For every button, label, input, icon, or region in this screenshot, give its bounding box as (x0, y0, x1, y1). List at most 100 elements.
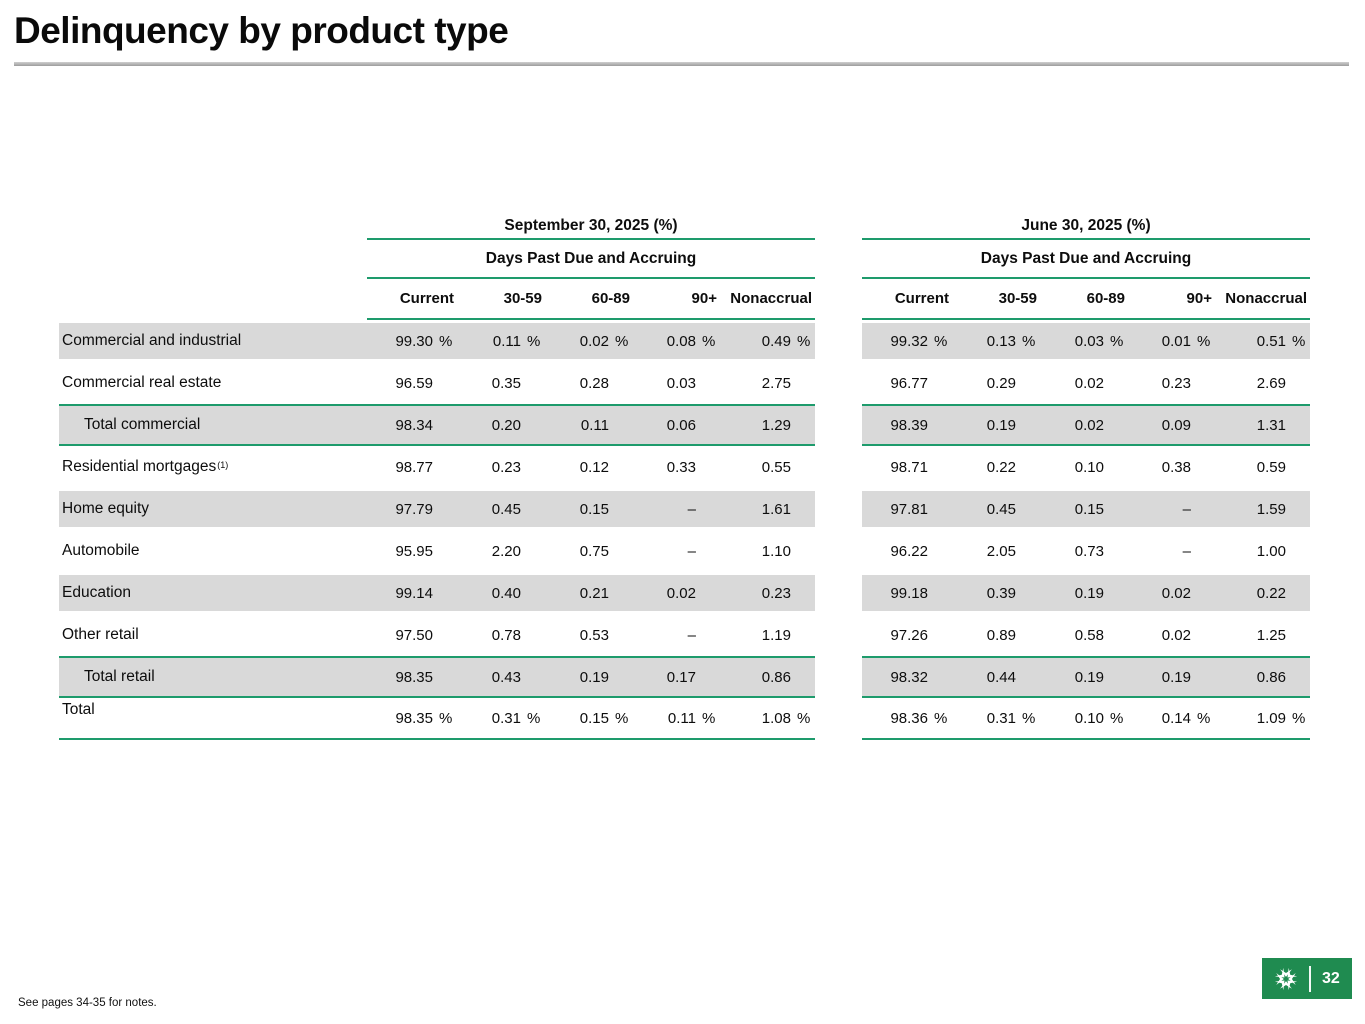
value-cell: 98.32 (862, 658, 952, 696)
percent-sign: % (1197, 332, 1211, 350)
header-rule (862, 318, 1310, 320)
value-cell: 0.01% (1128, 323, 1215, 359)
value-cell: 0.51% (1215, 323, 1310, 359)
cell-value: 0.19 (1074, 668, 1104, 686)
cell-value: 0.11 (667, 709, 696, 727)
value-cell: 0.19 (545, 658, 633, 696)
cell-value: 0.45 (986, 500, 1016, 518)
value-cell: 0.14% (1128, 698, 1215, 738)
percent-sign: % (527, 709, 541, 727)
row-label-text: Other retail (62, 626, 139, 643)
cell-value: 1.00 (1256, 542, 1286, 560)
cell-value: 0.40 (491, 584, 521, 602)
cell-value: 0.03 (666, 374, 696, 392)
value-cell: 0.02 (1128, 617, 1215, 653)
cell-value: 0.29 (986, 374, 1016, 392)
row-label: Total commercial (59, 406, 367, 444)
cell-value: 2.20 (491, 542, 521, 560)
percent-sign: % (797, 332, 811, 350)
row-left-section: Commercial real estate 96.59 0.35 0.28 0.03 2… (59, 362, 815, 404)
table-gap (815, 698, 862, 740)
table-gap (815, 446, 862, 488)
cell-value: 0.31 (491, 709, 521, 727)
cell-value: 1.61 (761, 500, 791, 518)
citizens-pinwheel-logo-icon (1274, 967, 1298, 990)
cell-value: 0.45 (491, 500, 521, 518)
cell-value: 98.71 (890, 458, 928, 476)
row-label: Education (59, 575, 367, 611)
cell-value: – (687, 626, 696, 644)
row-label-text: Automobile (62, 542, 140, 559)
value-cell: 0.86 (1215, 658, 1310, 696)
value-cell: 0.11 (545, 406, 633, 444)
cell-value: 96.59 (395, 374, 433, 392)
cell-value: 2.75 (761, 374, 791, 392)
cell-value: 0.58 (1074, 626, 1104, 644)
row-left-section: Commercial and industrial 99.30% 0.11% 0.02… (59, 320, 815, 362)
value-cell: 96.22 (862, 533, 952, 569)
row-left-section: Residential mortgages (1) 98.77 0.23 0.12 0.3… (59, 446, 815, 488)
value-cell: 1.29 (720, 406, 815, 444)
cell-value: 0.43 (491, 668, 521, 686)
column-header-row: Current 30-59 60-89 90+ Nonaccrual (862, 279, 1310, 318)
value-cell: 0.10% (1040, 698, 1128, 738)
footnote-marker: (1) (217, 459, 229, 470)
value-cell: 0.86 (720, 658, 815, 696)
value-cell: 98.35 (367, 658, 457, 696)
cell-value: 98.35 (395, 668, 433, 686)
cell-value: 0.15 (1074, 500, 1104, 518)
cell-value: 1.25 (1256, 626, 1286, 644)
cell-value: 0.12 (579, 458, 609, 476)
value-cell: 0.17 (633, 658, 720, 696)
value-cell: 2.75 (720, 365, 815, 401)
value-cell: 1.00 (1215, 533, 1310, 569)
row-left-section: Other retail 97.50 0.78 0.53 – 1.19 (59, 614, 815, 656)
value-cell: 0.38 (1128, 449, 1215, 485)
cell-value: 0.44 (986, 668, 1016, 686)
cell-value: 0.06 (666, 416, 696, 434)
cell-value: 0.55 (761, 458, 791, 476)
value-cell: 0.33 (633, 449, 720, 485)
row-label-text: Total commercial (84, 416, 201, 433)
value-cell: 0.29 (952, 365, 1040, 401)
cell-value: 1.59 (1256, 500, 1286, 518)
percent-sign: % (615, 709, 629, 727)
value-cell: 0.06 (633, 406, 720, 444)
table-gap (815, 530, 862, 572)
cell-value: 0.86 (761, 668, 791, 686)
column-header-90plus: 90+ (1186, 290, 1212, 307)
cell-value: 1.08 (761, 709, 791, 727)
row-label: Other retail (59, 617, 367, 653)
cell-value: 0.02 (1161, 584, 1191, 602)
column-header-current: Current (399, 290, 454, 307)
value-cell: 0.11% (457, 323, 545, 359)
row-left-section: Education 99.14 0.40 0.21 0.02 0.23 (59, 572, 815, 614)
table-gap (815, 572, 862, 614)
value-cell: 99.14 (367, 575, 457, 611)
row-label-text: Commercial real estate (62, 374, 222, 391)
percent-sign: % (1022, 332, 1036, 350)
value-cell: 0.23 (720, 575, 815, 611)
table-row: Other retail 97.50 0.78 0.53 – 1.19 97.26 0.89 0… (59, 614, 1310, 656)
cell-value: 98.34 (395, 416, 433, 434)
value-cell: 97.79 (367, 491, 457, 527)
value-cell: 0.20 (457, 406, 545, 444)
value-cell: 1.09% (1215, 698, 1310, 738)
value-cell: 1.61 (720, 491, 815, 527)
cell-value: 0.20 (491, 416, 521, 434)
table-header-june: June 30, 2025 (%) Days Past Due and Accr… (862, 214, 1310, 320)
value-cell: 0.23 (457, 449, 545, 485)
value-cell: 98.34 (367, 406, 457, 444)
table-gap (815, 320, 862, 362)
cell-value: 1.19 (761, 626, 791, 644)
cell-value: 0.19 (1161, 668, 1191, 686)
percent-sign: % (797, 709, 811, 727)
percent-sign: % (527, 332, 541, 350)
value-cell: 95.95 (367, 533, 457, 569)
value-cell: 0.59 (1215, 449, 1310, 485)
row-right-section: 99.32% 0.13% 0.03% 0.01% 0.51% (862, 320, 1310, 362)
value-cell: 0.09 (1128, 406, 1215, 444)
value-cell: 0.22 (1215, 575, 1310, 611)
cell-value: 0.31 (986, 709, 1016, 727)
